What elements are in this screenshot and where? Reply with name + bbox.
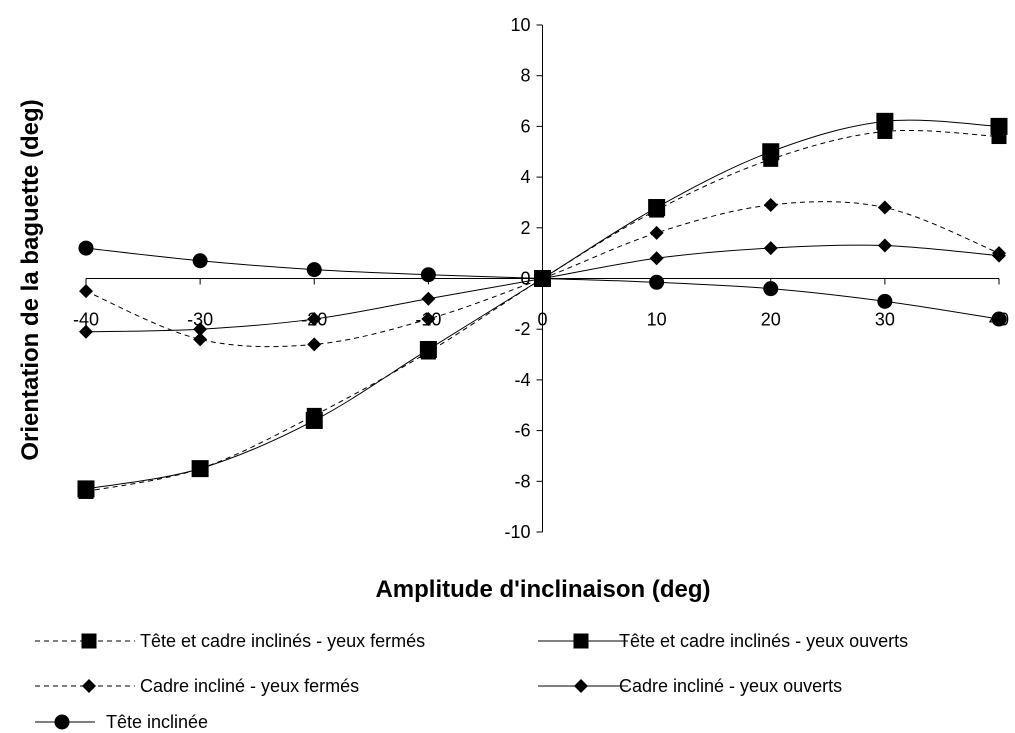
data-point-cadre-incline-yeux-fermes	[763, 197, 778, 212]
data-point-tete-inclinee	[78, 240, 94, 256]
data-point-cadre-incline-yeux-fermes	[421, 312, 436, 327]
data-point-cadre-incline-yeux-fermes	[307, 337, 322, 352]
y-tick-label: -2	[514, 319, 530, 339]
data-point-cadre-incline-yeux-fermes	[193, 332, 208, 347]
legend-label: Cadre incliné - yeux fermés	[140, 676, 359, 696]
x-tick-label: 10	[647, 310, 667, 330]
x-tick-label: 30	[875, 310, 895, 330]
data-point-cadre-incline-yeux-fermes	[79, 284, 93, 299]
legend-marker	[574, 679, 588, 693]
data-point-cadre-incline-yeux-fermes	[877, 200, 892, 215]
data-point-tete-et-cadre-inclines-yeux-ouverts	[77, 480, 95, 498]
y-tick-label: 10	[510, 15, 530, 35]
data-point-cadre-incline-yeux-ouverts	[193, 322, 208, 337]
data-point-tete-et-cadre-inclines-yeux-ouverts	[762, 143, 780, 161]
data-point-tete-et-cadre-inclines-yeux-ouverts	[648, 199, 666, 217]
legend-marker	[54, 714, 70, 730]
legend: Tête et cadre inclinés - yeux fermés Tête…	[35, 631, 908, 732]
legend-marker	[81, 633, 97, 649]
legend-label: Tête inclinée	[106, 712, 208, 732]
data-point-tete-inclinee	[763, 281, 779, 297]
x-axis-title: Amplitude d'inclinaison (deg)	[375, 576, 710, 603]
y-tick-label: 4	[520, 167, 530, 187]
y-tick-label: -10	[504, 522, 530, 542]
data-point-cadre-incline-yeux-ouverts	[763, 241, 778, 256]
legend-item: Tête et cadre inclinés - yeux fermés	[35, 631, 425, 651]
legend-marker	[82, 679, 96, 693]
legend-item: Tête inclinée	[35, 712, 208, 732]
y-tick-label: -8	[514, 471, 530, 491]
data-point-cadre-incline-yeux-ouverts	[649, 251, 664, 266]
y-axis-title: Orientation de la baguette (deg)	[17, 99, 44, 460]
legend-item: Cadre incliné - yeux fermés	[35, 676, 359, 696]
data-point-tete-et-cadre-inclines-yeux-ouverts	[990, 117, 1008, 135]
data-point-cadre-incline-yeux-ouverts	[877, 238, 892, 253]
x-tick-label: 0	[537, 310, 547, 330]
y-tick-label: 8	[520, 66, 530, 86]
data-point-cadre-incline-yeux-ouverts	[307, 312, 322, 327]
legend-label: Tête et cadre inclinés - yeux ouverts	[619, 631, 908, 651]
data-point-tete-inclinee	[535, 271, 550, 286]
data-point-tete-inclinee	[192, 253, 208, 269]
y-tick-label: -4	[514, 370, 530, 390]
y-tick-label: -6	[514, 421, 530, 441]
data-point-cadre-incline-yeux-ouverts	[79, 324, 93, 339]
x-tick-label: -40	[73, 310, 99, 330]
data-point-cadre-incline-yeux-ouverts	[421, 291, 436, 306]
data-point-cadre-incline-yeux-ouverts	[992, 248, 1006, 263]
data-point-tete-inclinee	[306, 262, 322, 278]
data-point-cadre-incline-yeux-fermes	[649, 225, 664, 240]
legend-label: Cadre incliné - yeux ouverts	[619, 676, 842, 696]
x-tick-label: 20	[761, 310, 781, 330]
legend-label: Tête et cadre inclinés - yeux fermés	[140, 631, 425, 651]
legend-item: Tête et cadre inclinés - yeux ouverts	[538, 631, 908, 651]
data-point-tete-et-cadre-inclines-yeux-ouverts	[191, 460, 209, 478]
data-point-tete-inclinee	[420, 267, 436, 283]
y-tick-label: 6	[520, 116, 530, 136]
data-point-tete-inclinee	[991, 311, 1007, 327]
series-markers	[77, 112, 1008, 499]
x-tick-label: -30	[187, 310, 213, 330]
data-point-tete-inclinee	[877, 293, 893, 309]
data-point-tete-et-cadre-inclines-yeux-ouverts	[876, 112, 894, 130]
y-tick-label: 2	[520, 218, 530, 238]
data-point-tete-inclinee	[649, 274, 665, 290]
data-point-tete-et-cadre-inclines-yeux-ouverts	[305, 411, 323, 429]
data-point-tete-et-cadre-inclines-yeux-ouverts	[419, 340, 437, 358]
legend-item: Cadre incliné - yeux ouverts	[538, 676, 842, 696]
y-tick-label: 0	[520, 269, 530, 289]
legend-marker	[573, 633, 589, 649]
